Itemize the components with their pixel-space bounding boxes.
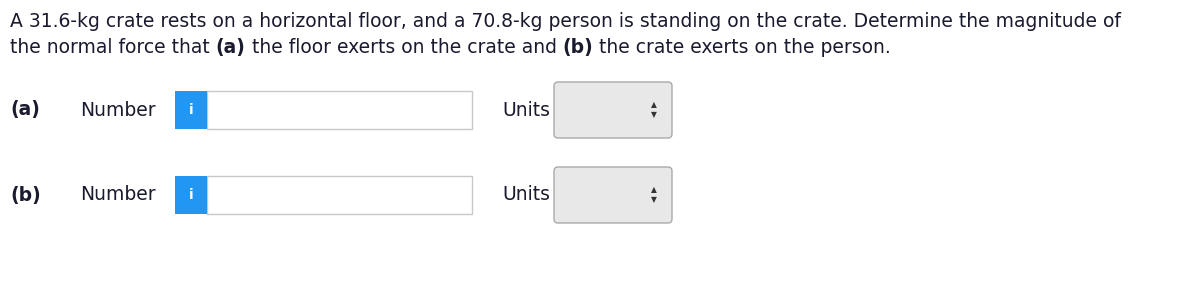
Text: the normal force that: the normal force that	[10, 38, 216, 57]
Text: the floor exerts on the crate and: the floor exerts on the crate and	[246, 38, 563, 57]
FancyBboxPatch shape	[175, 176, 208, 214]
FancyBboxPatch shape	[554, 82, 672, 138]
Text: (a): (a)	[216, 38, 246, 57]
Text: Units: Units	[502, 185, 550, 205]
Text: (a): (a)	[10, 101, 40, 119]
Text: (b): (b)	[10, 185, 41, 205]
FancyBboxPatch shape	[554, 167, 672, 223]
Text: ▼: ▼	[652, 196, 656, 205]
FancyBboxPatch shape	[208, 176, 472, 214]
Text: A 31.6-kg crate rests on a horizontal floor, and a 70.8-kg person is standing on: A 31.6-kg crate rests on a horizontal fl…	[10, 12, 1121, 31]
Text: Number: Number	[80, 185, 156, 205]
Text: ▼: ▼	[652, 110, 656, 119]
Text: ▲: ▲	[652, 101, 656, 110]
FancyBboxPatch shape	[208, 91, 472, 129]
Text: ▲: ▲	[652, 185, 656, 194]
Text: i: i	[188, 103, 193, 117]
Text: Number: Number	[80, 101, 156, 119]
FancyBboxPatch shape	[175, 91, 208, 129]
Text: Units: Units	[502, 101, 550, 119]
Text: (b): (b)	[563, 38, 593, 57]
Text: i: i	[188, 188, 193, 202]
Text: the crate exerts on the person.: the crate exerts on the person.	[593, 38, 892, 57]
